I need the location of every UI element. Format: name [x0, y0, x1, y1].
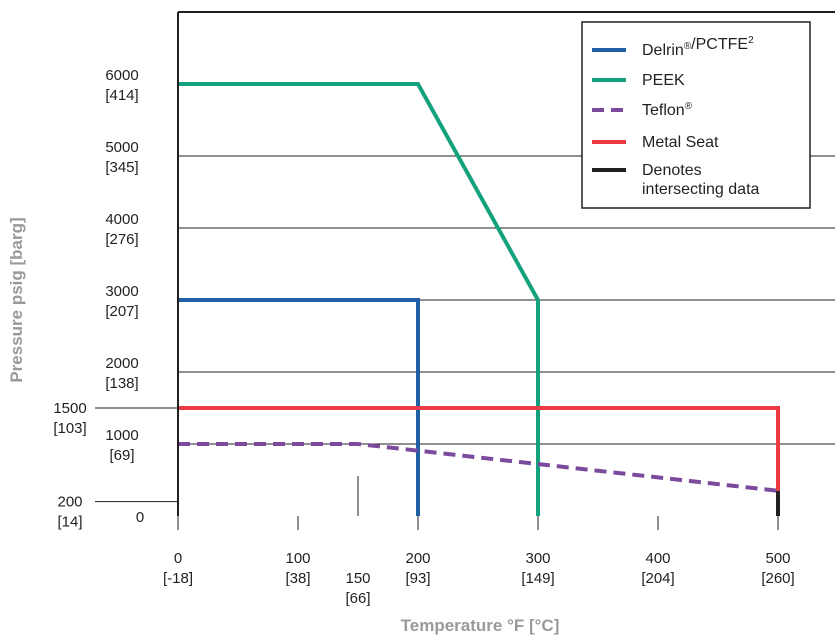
legend-label: Delrin®/PCTFE2: [642, 35, 754, 59]
y-tick-label: 2000: [105, 355, 138, 372]
y-tick-sublabel: [103]: [53, 420, 86, 437]
y-tick-sublabel: [345]: [105, 159, 138, 176]
series-line: [178, 298, 420, 516]
x-tick-label: 400: [645, 550, 670, 567]
x-tick-sublabel: [-18]: [163, 570, 193, 587]
legend-label: Teflon®: [642, 101, 693, 119]
legend-label-line2: intersecting data: [642, 181, 760, 198]
x-tick-sublabel: [38]: [285, 570, 310, 587]
x-tick-label: 100: [285, 550, 310, 567]
x-tick-label: 150: [345, 570, 370, 587]
x-tick-sublabel: [149]: [521, 570, 554, 587]
y-tick-sublabel: [14]: [57, 514, 82, 531]
series-line: [178, 406, 780, 491]
x-tick-label: 300: [525, 550, 550, 567]
series-lines: [178, 82, 780, 516]
x-tick-label: 200: [405, 550, 430, 567]
y-axis-title: Pressure psig [barg]: [7, 217, 26, 382]
x-tick-sublabel: [93]: [405, 570, 430, 587]
x-tick-sublabel: [66]: [345, 590, 370, 607]
legend-label: PEEK: [642, 72, 685, 89]
x-tick-sublabel: [260]: [761, 570, 794, 587]
x-axis-title: Temperature °F [°C]: [401, 616, 560, 635]
y-tick-sublabel: [276]: [105, 231, 138, 248]
y-tick-label: 0: [136, 509, 144, 526]
x-tick-label: 0: [174, 550, 182, 567]
legend-label: Denotes: [642, 162, 702, 179]
y-tick-label: 1000: [105, 427, 138, 444]
x-tick-sublabel: [204]: [641, 570, 674, 587]
x-tick-label: 500: [765, 550, 790, 567]
tick-labels: 0200[14]1000[69]1500[103]2000[138]3000[2…: [53, 67, 794, 607]
y-tick-label: 6000: [105, 67, 138, 84]
y-tick-label: 5000: [105, 139, 138, 156]
y-tick-label: 3000: [105, 283, 138, 300]
series-line: [178, 442, 779, 493]
y-tick-label: 4000: [105, 211, 138, 228]
y-tick-sublabel: [207]: [105, 303, 138, 320]
legend: Delrin®/PCTFE2 PEEK Teflon® Metal Seat Denot…: [581, 21, 811, 209]
y-tick-label: 200: [57, 494, 82, 511]
legend-box: [581, 21, 811, 209]
y-tick-label: 1500: [53, 400, 86, 417]
axis-ticks: [95, 11, 835, 530]
y-tick-sublabel: [138]: [105, 375, 138, 392]
y-tick-sublabel: [69]: [109, 447, 134, 464]
legend-label: Metal Seat: [642, 134, 719, 151]
y-tick-sublabel: [414]: [105, 87, 138, 104]
